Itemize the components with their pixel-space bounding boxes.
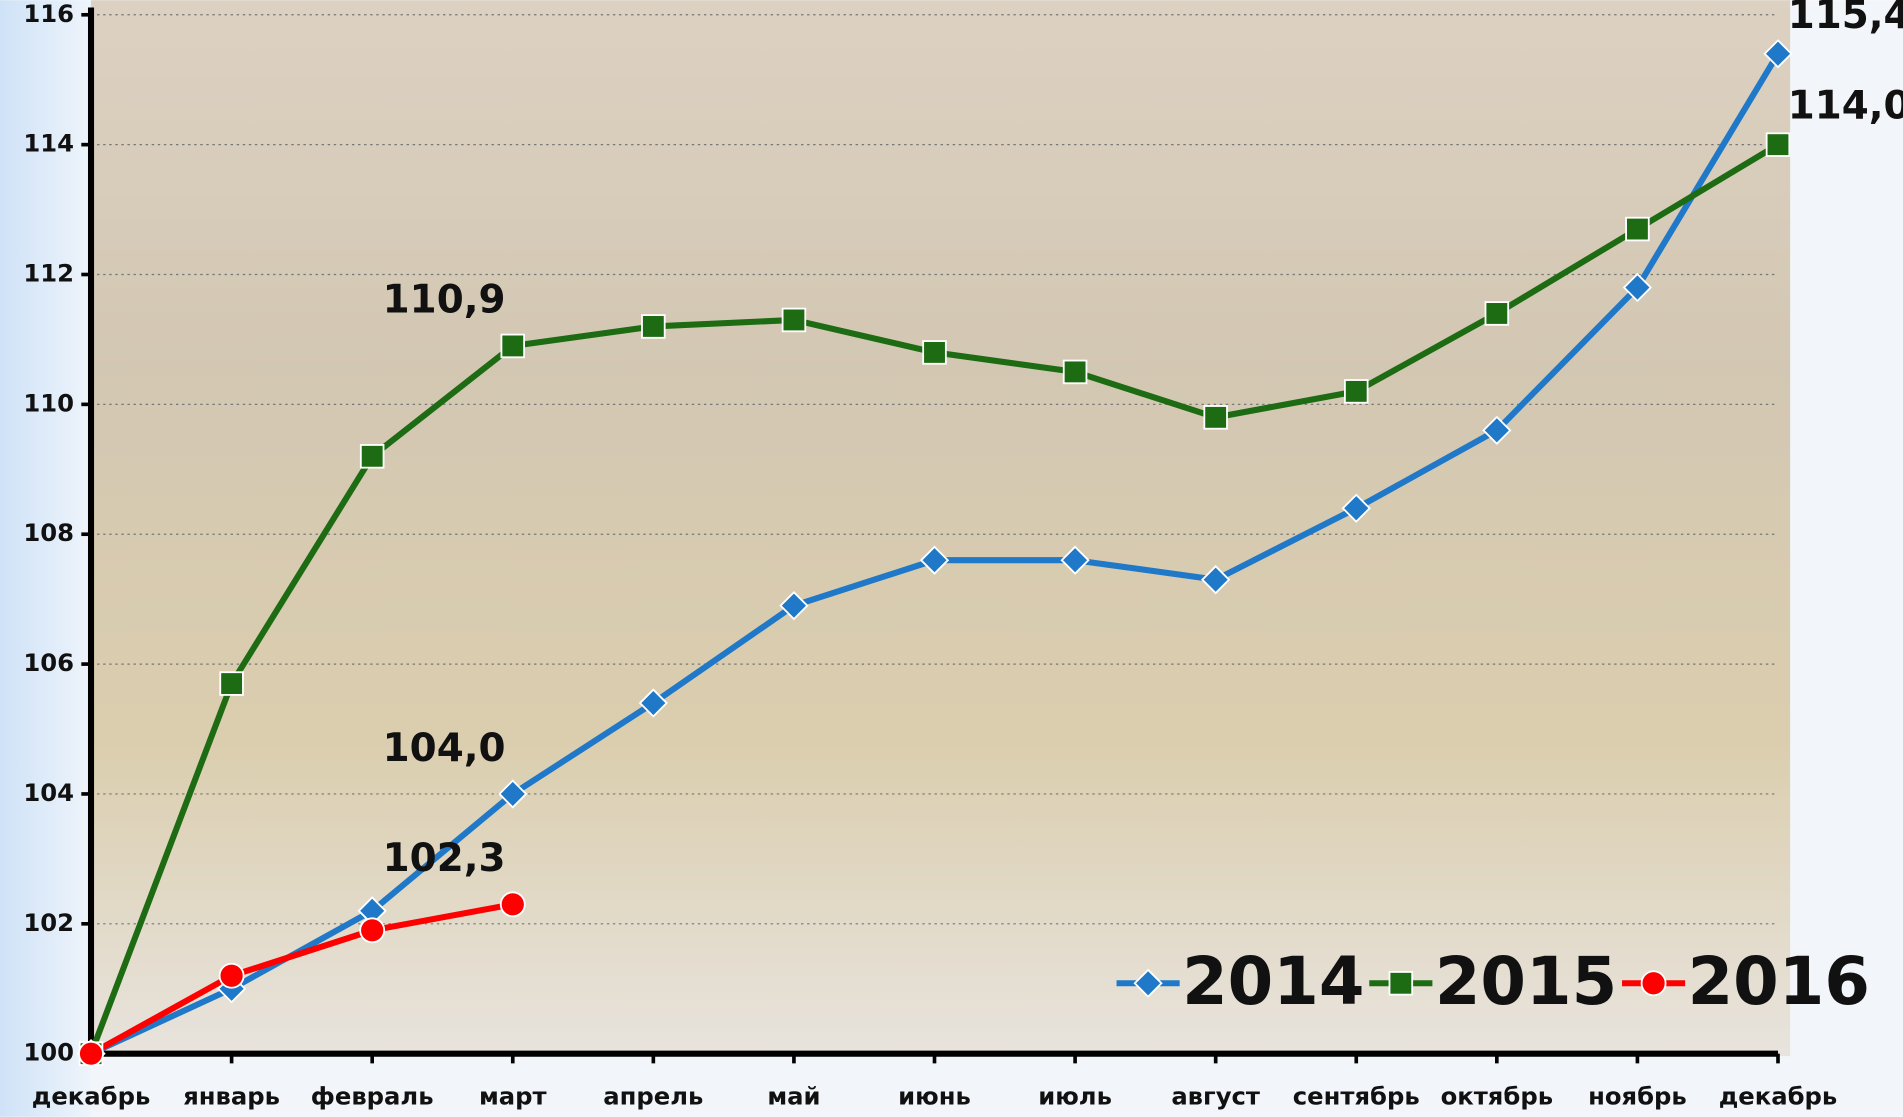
- y-tick-label: 108: [23, 518, 74, 547]
- y-tick-label: 116: [23, 0, 74, 28]
- marker: [1485, 302, 1508, 325]
- x-tick-label: февраль: [311, 1081, 434, 1110]
- y-tick-label: 104: [23, 778, 74, 807]
- marker: [501, 892, 525, 916]
- marker: [220, 964, 244, 988]
- y-tick-label: 102: [23, 908, 74, 937]
- value-label: 110,9: [383, 278, 506, 323]
- value-label: 115,4: [1788, 0, 1903, 38]
- x-tick-label: апрель: [603, 1081, 703, 1110]
- y-tick-label: 112: [23, 259, 74, 288]
- x-tick-label: июнь: [898, 1081, 971, 1110]
- marker: [1626, 218, 1649, 241]
- marker: [1204, 406, 1227, 429]
- x-tick-label: ноябрь: [1588, 1081, 1687, 1110]
- legend-label: 2014: [1182, 944, 1364, 1020]
- marker: [1064, 361, 1087, 384]
- x-tick-label: август: [1171, 1081, 1260, 1110]
- x-tick-label: март: [479, 1081, 547, 1110]
- value-label: 114,0: [1788, 84, 1903, 129]
- marker: [361, 445, 384, 468]
- x-tick-label: январь: [183, 1081, 280, 1110]
- x-tick-label: декабрь: [1719, 1081, 1838, 1110]
- side-panel: [0, 0, 91, 1117]
- marker: [220, 672, 243, 695]
- x-tick-label: сентябрь: [1293, 1081, 1420, 1110]
- marker: [501, 335, 524, 358]
- marker: [1345, 380, 1368, 403]
- value-label: 104,0: [383, 726, 506, 771]
- legend: 2014 2015 2016: [1117, 944, 1870, 1020]
- y-tick-label: 106: [23, 648, 74, 677]
- y-tick-label: 110: [23, 388, 74, 417]
- x-tick-label: май: [767, 1081, 820, 1110]
- x-tick-label: декабрь: [32, 1081, 151, 1110]
- marker: [923, 341, 946, 364]
- marker: [1767, 133, 1790, 156]
- marker: [1389, 972, 1412, 995]
- page: 100 102 104 106 108 110 112 114 116 декабрь январь…: [0, 0, 1903, 1117]
- marker: [783, 309, 806, 332]
- y-tick-label: 114: [23, 129, 74, 158]
- marker: [360, 918, 384, 942]
- marker: [642, 315, 665, 338]
- legend-label: 2015: [1435, 944, 1617, 1020]
- x-tick-label: июль: [1038, 1081, 1112, 1110]
- chart: 100 102 104 106 108 110 112 114 116 декабрь январь…: [0, 0, 1903, 1117]
- marker: [1642, 971, 1666, 995]
- x-tick-label: октябрь: [1441, 1081, 1553, 1110]
- photo-background: [91, 0, 1790, 1056]
- legend-label: 2016: [1688, 944, 1870, 1020]
- value-label: 102,3: [383, 836, 506, 881]
- y-tick-label: 100: [23, 1038, 74, 1067]
- marker: [79, 1042, 103, 1066]
